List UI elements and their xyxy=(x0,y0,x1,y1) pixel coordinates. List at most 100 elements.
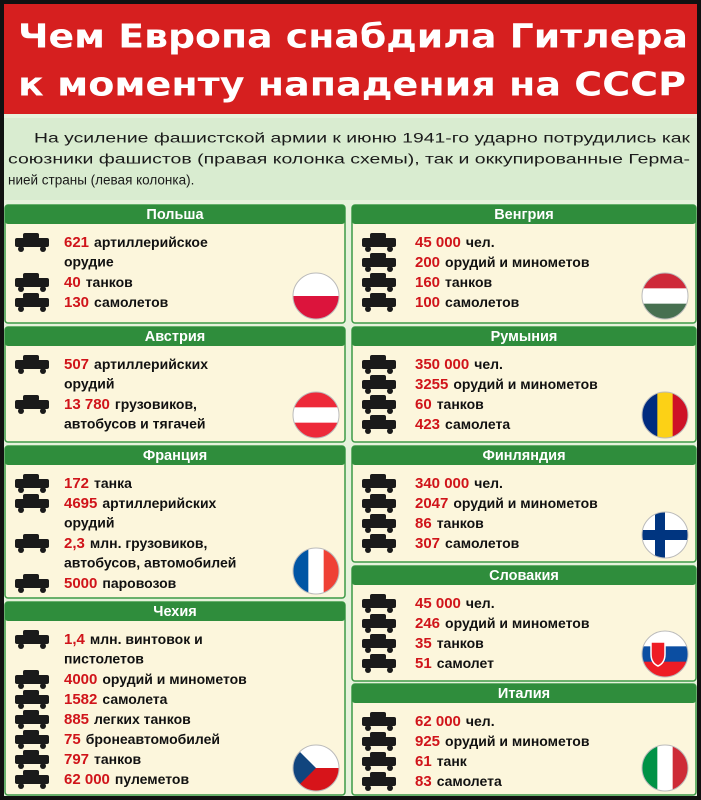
section-header xyxy=(352,446,696,465)
item-line: 35 танков xyxy=(415,635,484,652)
flag-rim xyxy=(292,547,340,595)
icon xyxy=(362,293,396,312)
item-value: 621 xyxy=(64,234,89,251)
item-text: чел. xyxy=(466,234,495,250)
flag-emblem xyxy=(650,641,666,667)
item-value: 62 000 xyxy=(64,771,110,788)
icon-wheel xyxy=(40,683,46,689)
item-text: пулеметов xyxy=(115,771,190,787)
icon-wheel xyxy=(18,368,24,374)
item-line: 61 танк xyxy=(415,753,468,770)
flag xyxy=(293,548,339,594)
icon-wheel xyxy=(40,643,46,649)
flag-rim xyxy=(641,744,689,792)
item-value: 130 xyxy=(64,294,89,311)
icon-wheel xyxy=(18,763,24,769)
icon xyxy=(362,534,396,553)
item-text: чел. xyxy=(466,595,495,611)
item-value: 423 xyxy=(415,416,440,433)
item-line: 307 самолетов xyxy=(415,535,520,552)
item-text: автобусов, автомобилей xyxy=(64,555,236,571)
item-value: 307 xyxy=(415,535,440,552)
item-text: самолета xyxy=(445,416,510,432)
item-value: 200 xyxy=(415,254,440,271)
icon-top xyxy=(370,534,386,540)
item-value: 160 xyxy=(415,274,440,291)
flag xyxy=(642,631,688,677)
item-line: 797 танков xyxy=(64,751,142,768)
icon-wheel xyxy=(387,368,393,374)
icon-wheel xyxy=(365,547,371,553)
icon xyxy=(362,772,396,791)
flag-rim xyxy=(641,272,689,320)
flag-stripe xyxy=(642,661,688,677)
icon-top xyxy=(23,690,39,696)
section-header xyxy=(5,327,345,346)
flag-rim xyxy=(292,744,340,792)
item-text: самолет xyxy=(437,655,494,671)
icon-wheel xyxy=(365,368,371,374)
item-value: 4695 xyxy=(64,495,97,512)
icon-top xyxy=(370,614,386,620)
item-value: 2,3 xyxy=(64,535,85,552)
icon-wheel xyxy=(40,743,46,749)
icon xyxy=(362,395,396,414)
icon-body xyxy=(362,619,396,628)
icon-wheel xyxy=(387,286,393,292)
item-text: танков xyxy=(437,515,484,531)
section-header xyxy=(5,205,345,224)
section-title: Франция xyxy=(143,448,207,464)
icon xyxy=(15,750,49,769)
icon-wheel xyxy=(40,487,46,493)
icon-wheel xyxy=(365,725,371,731)
icon-wheel xyxy=(18,703,24,709)
intro-line: На усиление фашистской армии к июню 1941… xyxy=(34,131,690,146)
icon-wheel xyxy=(365,785,371,791)
icon-wheel xyxy=(365,607,371,613)
icon-wheel xyxy=(365,408,371,414)
item-text: танков xyxy=(445,274,492,290)
icon-top xyxy=(370,415,386,421)
section-title: Венгрия xyxy=(494,207,554,223)
item-line: 100 самолетов xyxy=(415,294,520,311)
flag-rim xyxy=(641,391,689,439)
section-title: Словакия xyxy=(489,568,559,584)
flag-stripe xyxy=(308,548,325,594)
icon-wheel xyxy=(40,306,46,312)
item-text: орудий и минометов xyxy=(102,671,247,687)
icon-wheel xyxy=(18,723,24,729)
flag-rim xyxy=(292,391,340,439)
item-value: 45 000 xyxy=(415,595,461,612)
item-text: бронеавтомобилей xyxy=(86,731,220,747)
item-text: орудий и минометов xyxy=(445,733,590,749)
icon-wheel xyxy=(365,388,371,394)
icon-top xyxy=(23,233,39,239)
icon xyxy=(15,770,49,789)
icon-body xyxy=(362,499,396,508)
intro-band xyxy=(4,118,697,200)
item-value: 83 xyxy=(415,773,432,790)
item-line: 507 артиллерийских xyxy=(64,356,208,373)
item-line: 200 орудий и минометов xyxy=(415,254,590,271)
icon-body xyxy=(362,258,396,267)
item-text: танков xyxy=(437,396,484,412)
icon-wheel xyxy=(40,763,46,769)
icon-wheel xyxy=(40,286,46,292)
icon-wheel xyxy=(387,725,393,731)
icon-top xyxy=(23,293,39,299)
item-value: 1582 xyxy=(64,691,97,708)
flag-stripe xyxy=(293,296,339,319)
item-text: танков xyxy=(437,635,484,651)
icon-wheel xyxy=(18,306,24,312)
icon xyxy=(362,253,396,272)
icon-wheel xyxy=(18,743,24,749)
intro-line: нией страны (левая колонка). xyxy=(8,173,194,188)
icon xyxy=(362,634,396,653)
icon-top xyxy=(23,630,39,636)
icon xyxy=(15,494,49,513)
item-line: 75 бронеавтомобилей xyxy=(64,731,220,748)
item-text: орудий xyxy=(64,376,114,392)
icon-wheel xyxy=(365,507,371,513)
item-line: 885 легких танков xyxy=(64,711,191,728)
icon-top xyxy=(370,712,386,718)
